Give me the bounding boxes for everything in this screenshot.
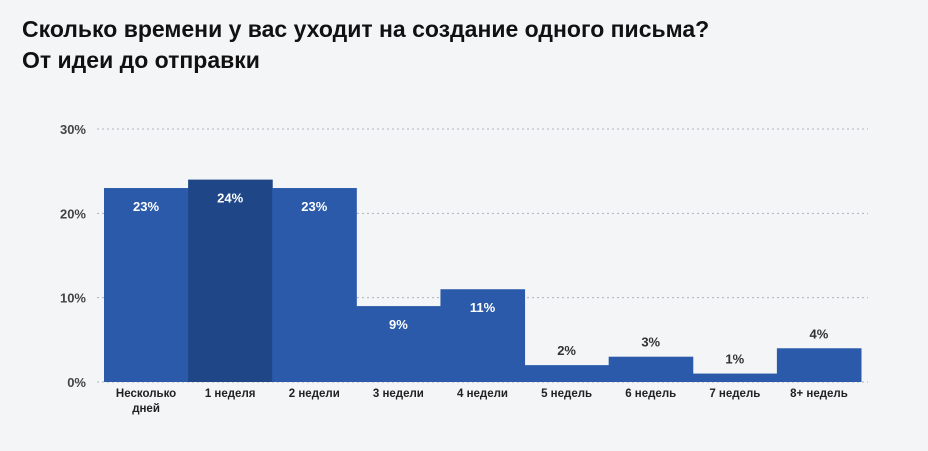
x-tick-label: 8+ недель — [790, 388, 848, 400]
bar — [524, 365, 610, 382]
y-axis: 0% 10% 20% 30% — [60, 122, 86, 390]
bar — [692, 373, 778, 382]
data-label: 2% — [557, 343, 576, 358]
data-label: 3% — [641, 335, 660, 350]
chart-title: Сколько времени у вас уходит на создание… — [22, 14, 902, 76]
data-label: 23% — [133, 199, 159, 214]
bars: 23% 24% 23% 9% 11% 2% 3% 1% 4% — [104, 179, 862, 382]
bar — [356, 306, 441, 382]
x-axis: Несколько дней 1 неделя 2 недели 3 недели 4 н… — [116, 388, 848, 415]
x-tick-label: 7 недель — [709, 388, 760, 400]
bar — [440, 289, 526, 382]
bar — [272, 188, 357, 382]
bar — [776, 348, 862, 382]
x-tick-label: 4 недели — [457, 388, 508, 400]
x-tick-label: Несколько дней — [116, 388, 176, 415]
y-tick-label: 30% — [60, 122, 86, 137]
y-tick-label: 20% — [60, 206, 86, 221]
data-label: 11% — [470, 300, 496, 315]
y-tick-label: 0% — [67, 375, 86, 390]
bar — [104, 188, 189, 382]
y-tick-label: 10% — [60, 291, 86, 306]
data-label: 24% — [217, 191, 243, 206]
data-label: 4% — [810, 326, 829, 341]
data-label: 1% — [725, 352, 744, 367]
x-tick-label: 5 недель — [541, 388, 592, 400]
chart-title-line1: Сколько времени у вас уходит на создание… — [22, 16, 710, 42]
bar — [608, 356, 694, 382]
x-tick-label: 3 недели — [373, 388, 424, 400]
bar — [188, 179, 273, 382]
x-tick-label: 6 недель — [625, 388, 676, 400]
x-tick-label: 1 неделя — [205, 388, 256, 400]
chart-title-line2: От идеи до отправки — [22, 47, 260, 73]
x-tick-label: 2 недели — [289, 388, 340, 400]
data-label: 23% — [301, 199, 327, 214]
data-label: 9% — [389, 317, 408, 332]
